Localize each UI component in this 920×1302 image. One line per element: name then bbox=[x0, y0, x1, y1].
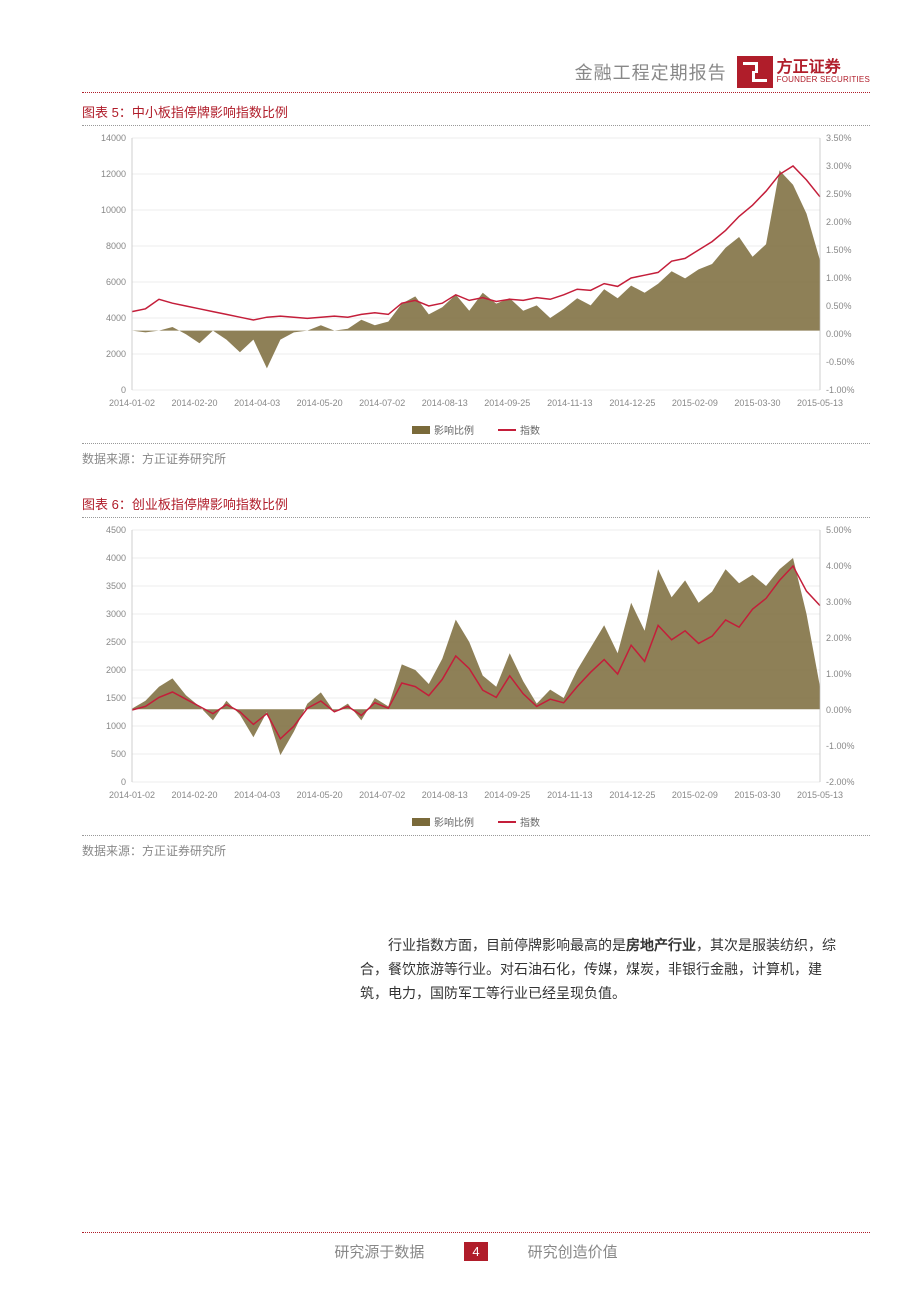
chart6-frame: 0 500 1000 1500 2000 2500 3000 3500 4000 4500 -2.0… bbox=[82, 522, 870, 812]
svg-text:5.00%: 5.00% bbox=[826, 525, 852, 535]
chart5-frame: 0 2000 4000 6000 8000 10000 12000 14000 -1.00% -0… bbox=[82, 130, 870, 420]
svg-text:2014-12-25: 2014-12-25 bbox=[609, 790, 655, 800]
line-swatch-icon bbox=[498, 821, 516, 823]
svg-text:-2.00%: -2.00% bbox=[826, 777, 855, 787]
svg-text:14000: 14000 bbox=[101, 133, 126, 143]
svg-text:-1.00%: -1.00% bbox=[826, 741, 855, 751]
svg-text:4500: 4500 bbox=[106, 525, 126, 535]
page-number: 4 bbox=[464, 1242, 487, 1261]
svg-text:2015-05-13: 2015-05-13 bbox=[797, 398, 843, 408]
report-header: 金融工程定期报告 方正证券 FOUNDER SECURITIES bbox=[82, 56, 870, 93]
logo-text: 方正证券 FOUNDER SECURITIES bbox=[777, 60, 870, 84]
svg-text:2014-11-13: 2014-11-13 bbox=[547, 790, 592, 800]
chart5-legend-line-label: 指数 bbox=[520, 422, 540, 437]
body-prefix: 行业指数方面，目前停牌影响最高的是 bbox=[388, 937, 626, 953]
chart5-source: 数据来源：方正证券研究所 bbox=[82, 443, 870, 467]
svg-text:2015-02-09: 2015-02-09 bbox=[672, 398, 718, 408]
body-bold: 房地产行业 bbox=[626, 937, 696, 953]
chart5-legend-line: 指数 bbox=[498, 422, 540, 437]
svg-text:6000: 6000 bbox=[106, 277, 126, 287]
svg-text:2014-12-25: 2014-12-25 bbox=[609, 398, 655, 408]
svg-text:2014-04-03: 2014-04-03 bbox=[234, 790, 280, 800]
chart6-svg: 0 500 1000 1500 2000 2500 3000 3500 4000 4500 -2.0… bbox=[82, 522, 870, 812]
svg-text:3500: 3500 bbox=[106, 581, 126, 591]
area-swatch-icon bbox=[412, 426, 430, 434]
body-paragraph: 行业指数方面，目前停牌影响最高的是房地产行业，其次是服装纺织，综合，餐饮旅游等行… bbox=[360, 934, 842, 1005]
logo-cn: 方正证券 bbox=[777, 60, 870, 76]
area-swatch-icon bbox=[412, 818, 430, 826]
svg-text:2.50%: 2.50% bbox=[826, 189, 852, 199]
svg-text:12000: 12000 bbox=[101, 169, 126, 179]
chart6-legend-line: 指数 bbox=[498, 814, 540, 829]
chart5-svg: 0 2000 4000 6000 8000 10000 12000 14000 -1.00% -0… bbox=[82, 130, 870, 420]
svg-text:2014-07-02: 2014-07-02 bbox=[359, 398, 405, 408]
svg-text:1000: 1000 bbox=[106, 721, 126, 731]
svg-text:2014-08-13: 2014-08-13 bbox=[422, 790, 468, 800]
footer-left: 研究源于数据 bbox=[334, 1241, 424, 1262]
svg-text:0.00%: 0.00% bbox=[826, 705, 852, 715]
svg-text:2014-09-25: 2014-09-25 bbox=[484, 398, 530, 408]
svg-text:3.00%: 3.00% bbox=[826, 597, 852, 607]
svg-text:10000: 10000 bbox=[101, 205, 126, 215]
logo-en: FOUNDER SECURITIES bbox=[777, 76, 870, 84]
svg-text:2014-07-02: 2014-07-02 bbox=[359, 790, 405, 800]
line-swatch-icon bbox=[498, 429, 516, 431]
chart5-legend: 影响比例 指数 bbox=[82, 422, 870, 437]
svg-text:3000: 3000 bbox=[106, 609, 126, 619]
svg-text:2.00%: 2.00% bbox=[826, 633, 852, 643]
page-footer: 研究源于数据 4 研究创造价值 bbox=[82, 1232, 870, 1262]
svg-text:1500: 1500 bbox=[106, 693, 126, 703]
chart6-source: 数据来源：方正证券研究所 bbox=[82, 835, 870, 859]
svg-text:2014-01-02: 2014-01-02 bbox=[109, 790, 155, 800]
svg-text:2014-05-20: 2014-05-20 bbox=[297, 398, 343, 408]
svg-text:2000: 2000 bbox=[106, 349, 126, 359]
svg-text:1.00%: 1.00% bbox=[826, 273, 852, 283]
svg-text:2015-03-30: 2015-03-30 bbox=[734, 398, 780, 408]
chart6-legend-area-label: 影响比例 bbox=[434, 814, 474, 829]
svg-text:3.00%: 3.00% bbox=[826, 161, 852, 171]
chart5-legend-area: 影响比例 bbox=[412, 422, 474, 437]
chart5-title: 图表 5：中小板指停牌影响指数比例 bbox=[82, 102, 870, 126]
svg-text:4000: 4000 bbox=[106, 313, 126, 323]
svg-text:2014-04-03: 2014-04-03 bbox=[234, 398, 280, 408]
svg-text:2014-05-20: 2014-05-20 bbox=[297, 790, 343, 800]
svg-text:-0.50%: -0.50% bbox=[826, 357, 855, 367]
svg-text:0.50%: 0.50% bbox=[826, 301, 852, 311]
report-title: 金融工程定期报告 bbox=[575, 59, 727, 85]
chart6-block: 图表 6：创业板指停牌影响指数比例 0 500 1000 1500 2000 2500 30… bbox=[82, 494, 870, 859]
logo-mark-icon bbox=[737, 56, 773, 88]
svg-text:2014-02-20: 2014-02-20 bbox=[172, 790, 218, 800]
svg-text:1.00%: 1.00% bbox=[826, 669, 852, 679]
chart6-legend: 影响比例 指数 bbox=[82, 814, 870, 829]
svg-text:2000: 2000 bbox=[106, 665, 126, 675]
svg-text:2014-11-13: 2014-11-13 bbox=[547, 398, 592, 408]
svg-text:2015-02-09: 2015-02-09 bbox=[672, 790, 718, 800]
svg-text:4000: 4000 bbox=[106, 553, 126, 563]
svg-text:3.50%: 3.50% bbox=[826, 133, 852, 143]
svg-text:2500: 2500 bbox=[106, 637, 126, 647]
svg-text:2.00%: 2.00% bbox=[826, 217, 852, 227]
company-logo: 方正证券 FOUNDER SECURITIES bbox=[737, 56, 870, 88]
svg-text:8000: 8000 bbox=[106, 241, 126, 251]
chart5-legend-area-label: 影响比例 bbox=[434, 422, 474, 437]
svg-text:2015-03-30: 2015-03-30 bbox=[734, 790, 780, 800]
svg-text:-1.00%: -1.00% bbox=[826, 385, 855, 395]
svg-text:2014-02-20: 2014-02-20 bbox=[172, 398, 218, 408]
footer-right: 研究创造价值 bbox=[528, 1241, 618, 1262]
svg-text:4.00%: 4.00% bbox=[826, 561, 852, 571]
chart5-block: 图表 5：中小板指停牌影响指数比例 0 2000 4000 6000 8000 10000… bbox=[82, 102, 870, 467]
svg-text:0: 0 bbox=[121, 385, 126, 395]
svg-text:2014-09-25: 2014-09-25 bbox=[484, 790, 530, 800]
svg-text:2015-05-13: 2015-05-13 bbox=[797, 790, 843, 800]
svg-text:500: 500 bbox=[111, 749, 126, 759]
chart6-legend-line-label: 指数 bbox=[520, 814, 540, 829]
svg-text:1.50%: 1.50% bbox=[826, 245, 852, 255]
svg-text:2014-08-13: 2014-08-13 bbox=[422, 398, 468, 408]
chart6-legend-area: 影响比例 bbox=[412, 814, 474, 829]
svg-text:0: 0 bbox=[121, 777, 126, 787]
svg-text:0.00%: 0.00% bbox=[826, 329, 852, 339]
chart6-title: 图表 6：创业板指停牌影响指数比例 bbox=[82, 494, 870, 518]
svg-text:2014-01-02: 2014-01-02 bbox=[109, 398, 155, 408]
